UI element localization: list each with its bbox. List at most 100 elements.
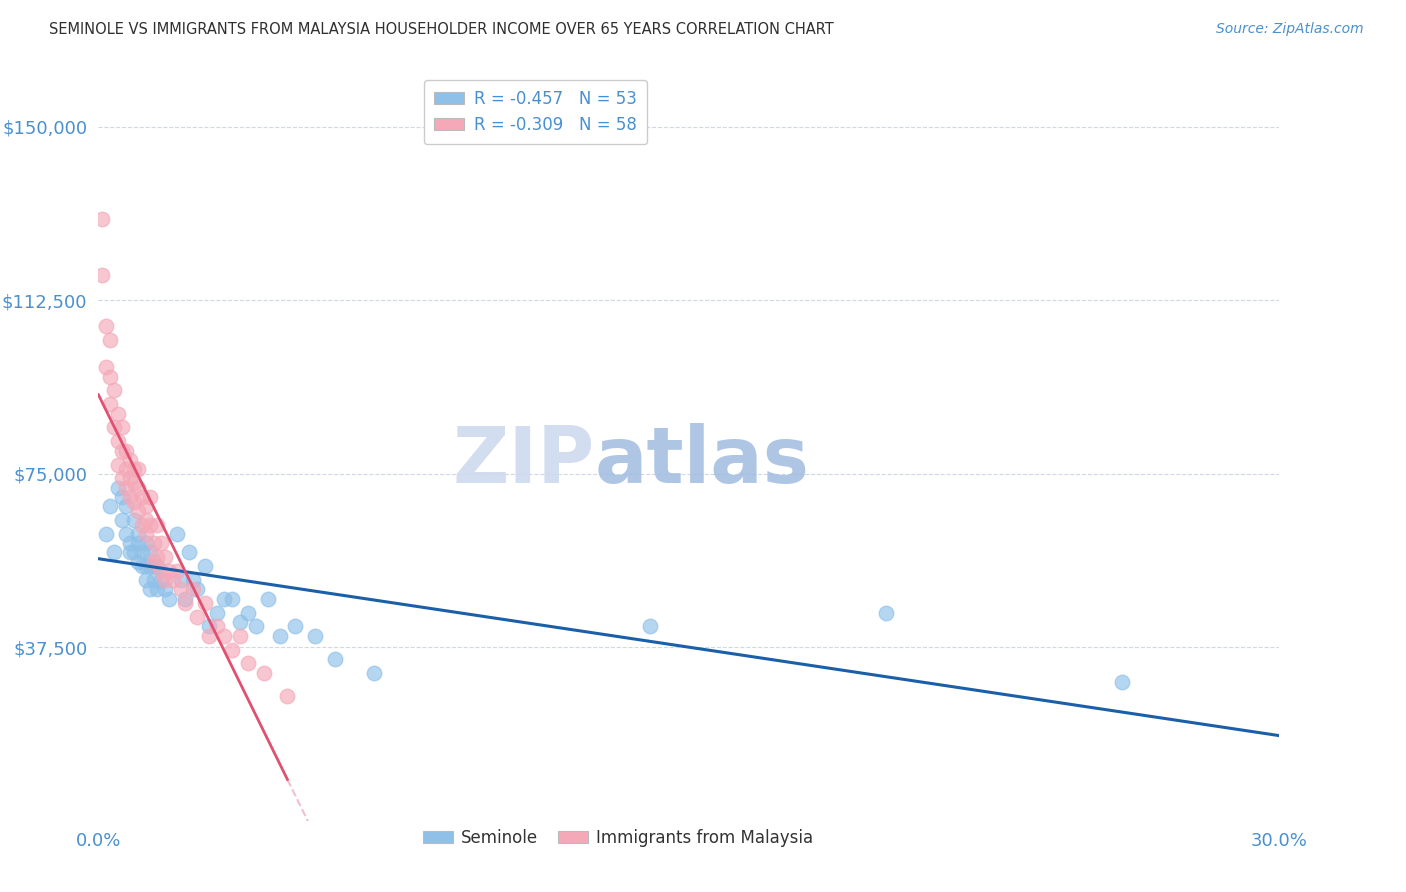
Point xyxy=(115,527,138,541)
Point xyxy=(135,527,157,541)
Point xyxy=(118,471,141,485)
Point xyxy=(107,481,129,495)
Point xyxy=(253,665,276,680)
Point xyxy=(98,397,121,411)
Point xyxy=(111,471,134,485)
Point xyxy=(150,573,173,587)
Point xyxy=(170,573,193,587)
Point xyxy=(96,527,118,541)
Point xyxy=(96,318,118,333)
Point xyxy=(118,453,141,467)
Point xyxy=(135,536,157,550)
Point xyxy=(150,536,173,550)
Point xyxy=(142,555,165,569)
Point xyxy=(138,559,160,574)
Point xyxy=(181,582,204,597)
Point xyxy=(363,665,385,680)
Point xyxy=(197,619,219,633)
Point xyxy=(127,462,149,476)
Point xyxy=(103,545,125,559)
Point xyxy=(98,499,121,513)
Point xyxy=(131,517,153,532)
Legend: Seminole, Immigrants from Malaysia: Seminole, Immigrants from Malaysia xyxy=(416,822,820,854)
Point xyxy=(205,606,228,620)
Point xyxy=(127,481,149,495)
Point xyxy=(103,384,125,398)
Point xyxy=(122,475,145,490)
Point xyxy=(323,652,346,666)
Point xyxy=(221,642,243,657)
Point xyxy=(1111,674,1133,689)
Point xyxy=(111,513,134,527)
Point xyxy=(194,596,217,610)
Point xyxy=(245,619,267,633)
Point xyxy=(284,619,307,633)
Point xyxy=(131,490,153,504)
Point xyxy=(131,559,153,574)
Text: SEMINOLE VS IMMIGRANTS FROM MALAYSIA HOUSEHOLDER INCOME OVER 65 YEARS CORRELATIO: SEMINOLE VS IMMIGRANTS FROM MALAYSIA HOU… xyxy=(49,22,834,37)
Point xyxy=(111,420,134,434)
Point xyxy=(91,268,114,282)
Point xyxy=(236,657,259,671)
Point xyxy=(194,559,217,574)
Point xyxy=(107,434,129,449)
Point xyxy=(157,564,180,578)
Point xyxy=(135,499,157,513)
Point xyxy=(146,549,169,564)
Point xyxy=(118,545,141,559)
Point xyxy=(115,443,138,458)
Point xyxy=(122,494,145,508)
Point xyxy=(142,573,165,587)
Point xyxy=(115,462,138,476)
Point xyxy=(122,462,145,476)
Point xyxy=(155,549,177,564)
Point xyxy=(127,504,149,518)
Point xyxy=(103,420,125,434)
Point xyxy=(135,513,157,527)
Point xyxy=(107,407,129,421)
Point xyxy=(229,629,252,643)
Text: atlas: atlas xyxy=(595,423,810,499)
Point xyxy=(146,582,169,597)
Point xyxy=(91,212,114,227)
Point xyxy=(269,629,291,643)
Point xyxy=(162,573,184,587)
Point xyxy=(166,564,188,578)
Point xyxy=(122,513,145,527)
Point xyxy=(138,545,160,559)
Point xyxy=(155,573,177,587)
Point xyxy=(127,536,149,550)
Point xyxy=(205,619,228,633)
Point xyxy=(174,591,197,606)
Point xyxy=(135,559,157,574)
Point xyxy=(174,596,197,610)
Point xyxy=(135,573,157,587)
Point xyxy=(236,606,259,620)
Point xyxy=(150,564,173,578)
Point xyxy=(138,490,160,504)
Point xyxy=(96,360,118,375)
Point xyxy=(177,545,200,559)
Point xyxy=(875,606,897,620)
Point xyxy=(146,517,169,532)
Point xyxy=(107,458,129,472)
Point xyxy=(111,443,134,458)
Point xyxy=(214,629,236,643)
Point xyxy=(118,490,141,504)
Point xyxy=(127,555,149,569)
Point xyxy=(256,591,278,606)
Point xyxy=(98,369,121,384)
Point xyxy=(638,619,661,633)
Point xyxy=(197,629,219,643)
Point xyxy=(131,545,153,559)
Point xyxy=(115,499,138,513)
Point xyxy=(186,582,208,597)
Text: Source: ZipAtlas.com: Source: ZipAtlas.com xyxy=(1216,22,1364,37)
Point xyxy=(118,536,141,550)
Point xyxy=(166,527,188,541)
Point xyxy=(138,517,160,532)
Point xyxy=(157,591,180,606)
Point xyxy=(170,582,193,597)
Point xyxy=(214,591,236,606)
Point xyxy=(142,559,165,574)
